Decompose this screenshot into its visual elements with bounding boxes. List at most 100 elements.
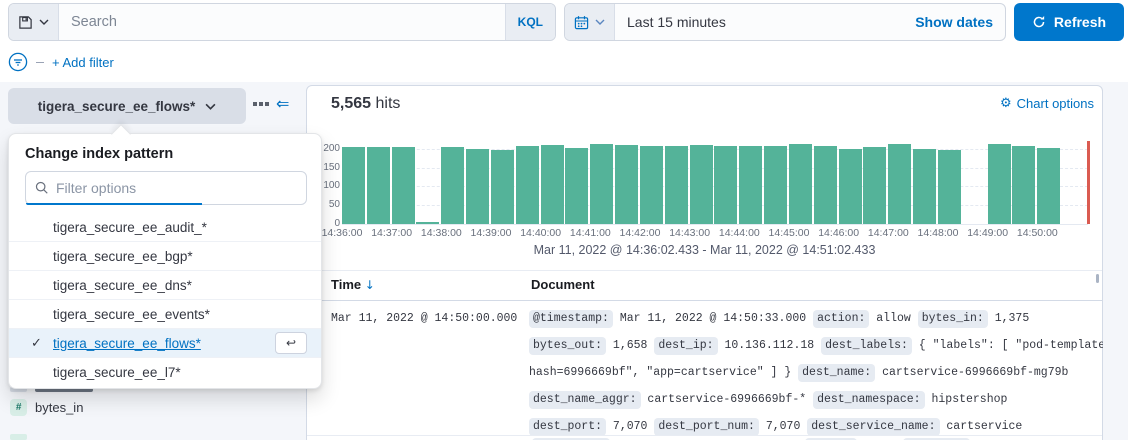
row-document-cell[interactable]: @timestamp: Mar 11, 2022 @ 14:50:33.000 …	[529, 305, 1103, 440]
x-axis-tick-label: 14:46:00	[818, 227, 860, 239]
gridline-0	[342, 224, 1088, 225]
field-value-text: Mar 11, 2022 @ 14:50:33.000	[612, 312, 814, 325]
field-value-text: 7,070	[606, 420, 655, 433]
search-input[interactable]	[59, 4, 505, 40]
index-pattern-option[interactable]: tigera_secure_ee_bgp*	[9, 242, 321, 271]
x-axis-tick-label: 14:49:00	[967, 227, 1009, 239]
histogram-bar[interactable]	[913, 148, 937, 224]
field-value-text: hipstershop	[924, 393, 1008, 406]
histogram-bar[interactable]	[441, 146, 465, 224]
histogram-bar[interactable]	[540, 144, 564, 224]
sidebar-field-label: bytes_in	[35, 400, 84, 415]
x-axis-tick-label: 14:45:00	[768, 227, 810, 239]
refresh-icon	[1033, 16, 1045, 28]
chart-options-label: Chart options	[1016, 96, 1094, 111]
sort-desc-icon[interactable]: ↓	[364, 278, 375, 292]
histogram-bar[interactable]	[391, 146, 415, 224]
histogram-bar[interactable]	[937, 150, 961, 224]
field-value-text: cartservice-6996669bf-*	[640, 393, 814, 406]
x-axis-tick-label: 14:48:00	[917, 227, 959, 239]
document-line: @timestamp: Mar 11, 2022 @ 14:50:33.000 …	[529, 305, 1103, 332]
histogram-bar[interactable]	[1012, 145, 1036, 224]
field-name-badge: bytes_out:	[529, 337, 607, 355]
field-name-badge: dest_ip:	[654, 337, 718, 355]
histogram-bar[interactable]	[416, 222, 440, 224]
histogram-bar[interactable]	[342, 146, 365, 224]
histogram-bar[interactable]	[739, 145, 763, 224]
histogram-bar[interactable]	[1037, 147, 1061, 224]
histogram-bar[interactable]	[466, 148, 490, 224]
histogram-documents-panel: 5,565 hits ⚙ Chart options 0 50 100 150 200 …	[306, 85, 1103, 440]
index-pattern-option[interactable]: tigera_secure_ee_dns*	[9, 271, 321, 300]
histogram-bar[interactable]	[615, 144, 639, 224]
histogram-bar[interactable]	[689, 145, 713, 224]
field-value-text: cartservice-6996669bf-mg79b	[875, 366, 1069, 379]
histogram-bar[interactable]	[863, 146, 887, 224]
calendar-icon	[574, 15, 589, 29]
column-header-time[interactable]: Time ↓	[331, 277, 375, 292]
histogram-bar[interactable]	[490, 150, 514, 224]
field-value-text: 7,070	[758, 420, 808, 433]
field-name-badge: dest_namespace:	[813, 391, 925, 409]
histogram-chart[interactable]	[342, 141, 1090, 225]
histogram-bar[interactable]	[764, 146, 788, 224]
refresh-button[interactable]: Refresh	[1014, 3, 1124, 41]
date-quick-menu-button[interactable]	[565, 4, 615, 40]
histogram-bar[interactable]	[515, 145, 539, 224]
histogram-bar[interactable]	[366, 146, 390, 224]
filter-icon[interactable]	[8, 52, 28, 72]
gear-icon: ⚙	[1000, 96, 1012, 111]
chevron-down-icon	[39, 19, 49, 25]
field-name-badge: dest_service_name:	[807, 418, 940, 436]
field-name-badge: dest_port_num:	[654, 418, 759, 436]
index-pattern-list: tigera_secure_ee_audit_* tigera_secure_ee…	[9, 213, 321, 387]
sidebar-field-partial-bottom	[10, 434, 27, 440]
sidebar-field-bytes-in[interactable]: # bytes_in	[10, 399, 83, 416]
histogram-bar[interactable]	[788, 143, 812, 224]
saved-query-menu-button[interactable]	[9, 4, 59, 40]
chevron-down-icon	[595, 19, 605, 25]
index-pattern-option[interactable]: tigera_secure_ee_l7*	[9, 358, 321, 387]
table-top-divider	[307, 270, 1102, 271]
index-pattern-label: tigera_secure_ee_flows*	[37, 98, 196, 114]
histogram-bar[interactable]	[590, 144, 614, 224]
hits-count: 5,565 hits	[331, 95, 400, 113]
row-time-cell[interactable]: Mar 11, 2022 @ 14:50:00.000	[331, 312, 518, 325]
enter-key-hint-button[interactable]: ↩	[275, 332, 307, 354]
index-pattern-option[interactable]: tigera_secure_ee_audit_*	[9, 213, 321, 242]
search-icon	[35, 181, 48, 194]
add-filter-button[interactable]: + Add filter	[52, 54, 114, 70]
histogram-bar[interactable]	[664, 145, 688, 224]
index-filter-searchbox[interactable]	[25, 171, 307, 205]
time-range-value[interactable]: Last 15 minutes	[627, 14, 726, 30]
chart-options-button[interactable]: ⚙ Chart options	[1000, 96, 1094, 111]
scrollbar-thumb[interactable]	[1096, 274, 1099, 283]
table-header-divider	[307, 300, 1102, 301]
field-name-badge: bytes_in:	[917, 310, 988, 328]
field-name-badge: dest_labels:	[821, 337, 912, 355]
y-axis-tick-label: 150	[323, 161, 340, 173]
histogram-bar[interactable]	[639, 145, 663, 224]
hits-label: hits	[375, 95, 401, 112]
column-header-document: Document	[531, 277, 595, 292]
index-pattern-option[interactable]: tigera_secure_ee_events*	[9, 300, 321, 329]
x-axis-tick-label: 14:44:00	[718, 227, 760, 239]
histogram-bar[interactable]	[714, 145, 738, 224]
histogram-bar[interactable]	[813, 145, 837, 224]
index-pattern-option-label: tigera_secure_ee_events*	[53, 306, 210, 322]
field-value-text: hash=6996669bf", "app=cartservice" ] }	[529, 366, 799, 379]
histogram-bar[interactable]	[888, 144, 912, 224]
index-pattern-option[interactable]: ✓ tigera_secure_ee_flows* ↩	[9, 329, 321, 358]
index-pattern-option-label: tigera_secure_ee_dns*	[53, 277, 192, 293]
kql-badge[interactable]: KQL	[504, 4, 555, 40]
histogram-bar[interactable]	[838, 149, 862, 224]
field-name-badge: @timestamp:	[529, 310, 613, 328]
index-pattern-button[interactable]: tigera_secure_ee_flows*	[8, 88, 246, 124]
show-dates-button[interactable]: Show dates	[915, 14, 993, 30]
collapse-sidebar-icon[interactable]: ⇐	[276, 94, 290, 113]
histogram-bar[interactable]	[565, 147, 589, 224]
boxes-menu-icon[interactable]	[253, 102, 269, 106]
document-line: bytes_out: 1,658 dest_ip: 10.136.112.18 …	[529, 332, 1103, 359]
index-filter-input[interactable]	[56, 180, 297, 196]
histogram-bar[interactable]	[987, 143, 1011, 224]
